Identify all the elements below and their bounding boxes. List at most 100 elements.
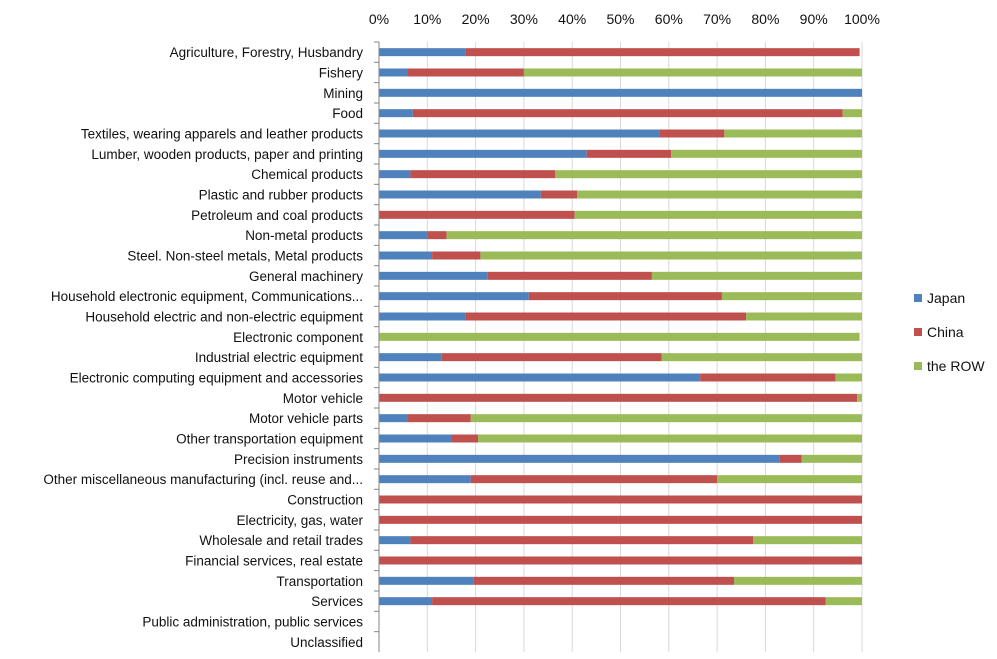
bar-segment-japan [379,170,411,179]
category-label: Textiles, wearing apparels and leather p… [81,127,363,142]
bar-segment-the-row [651,271,862,280]
bar-segment-japan [379,271,488,280]
category-label: Public administration, public services [142,615,363,630]
legend-label: China [927,324,964,340]
x-tick-label: 0% [369,11,389,27]
bar-segment-japan [379,434,452,443]
bar-segment-the-row [577,190,862,199]
category-label: Petroleum and coal products [191,208,363,223]
bar-segment-china [432,597,826,606]
bar-segment-the-row [446,231,862,240]
x-tick-label: 60% [655,11,683,27]
bar-segment-the-row [671,149,862,158]
bar-segment-the-row [835,373,862,382]
legend: Japan China the ROW [914,290,985,374]
bar-segment-the-row [734,576,862,585]
category-label: Lumber, wooden products, paper and print… [91,147,363,162]
bar-segment-china [487,271,652,280]
bar-segment-japan [379,597,433,606]
category-label: Services [311,594,363,609]
bar-segment-japan [379,251,433,260]
category-label: Electronic computing equipment and acces… [70,371,364,386]
bar-segment-japan [379,109,413,118]
bar-segment-china [779,454,802,463]
gridlines [426,42,863,652]
x-tick-label: 70% [703,11,731,27]
bar-segment-the-row [746,312,862,321]
category-label: Agriculture, Forestry, Husbandry [170,45,364,60]
category-label: Other miscellaneous manufacturing (incl.… [43,472,363,487]
bar-segment-china [700,373,836,382]
category-label: Fishery [319,66,364,81]
bar-segment-china [586,149,672,158]
bar-segments [379,48,862,606]
x-tick-label: 30% [510,11,538,27]
category-label: Unclassified [290,635,363,650]
bar-segment-the-row [478,434,862,443]
category-label: Precision instruments [234,452,363,467]
category-labels: Agriculture, Forestry, Husbandry Fishery M… [43,45,363,650]
category-label: Motor vehicle parts [249,411,363,426]
bar-segment-china [470,475,718,484]
bar-segment-the-row [721,292,862,301]
bar-segment-the-row [857,393,862,402]
category-label: Electronic component [233,330,363,345]
bar-segment-china [407,68,524,77]
bar-segment-the-row [574,210,862,219]
category-label: Motor vehicle [283,391,363,406]
bar-segment-the-row [801,454,862,463]
x-tick-label: 80% [751,11,779,27]
bar-segment-china [473,576,735,585]
bar-segment-china [410,170,556,179]
category-label: Non-metal products [245,228,363,243]
category-label: Transportation [276,574,363,589]
bar-segment-japan [379,88,862,97]
bar-segment-japan [379,48,466,57]
x-tick-label: 10% [413,11,441,27]
bar-segment-japan [379,454,780,463]
legend-label: the ROW [927,358,985,374]
bar-segment-china [407,414,471,423]
bar-segment-the-row [753,536,862,545]
bar-segment-the-row [661,353,862,362]
legend-label: Japan [927,290,965,306]
x-tick-label: 90% [800,11,828,27]
bar-segment-china [379,495,862,504]
bar-segment-china [427,231,447,240]
bar-segment-china [379,515,862,524]
bar-segment-the-row [717,475,862,484]
bar-segment-japan [379,231,428,240]
bar-segment-the-row [724,129,862,138]
category-label: General machinery [249,269,363,284]
bar-segment-japan [379,292,529,301]
bar-segment-japan [379,475,471,484]
x-axis-tick-labels: 0% 10% 20% 30% 40% 50% 60% 70% 80% 90% 100% [369,11,880,27]
bar-segment-japan [379,149,587,158]
category-label: Food [332,106,363,121]
bar-segment-the-row [555,170,862,179]
bar-segment-china [412,109,843,118]
bar-segment-japan [379,536,411,545]
bar-segment-the-row [825,597,862,606]
bar-segment-the-row [480,251,862,260]
bar-segment-japan [379,190,541,199]
legend-swatch [914,362,922,370]
bar-segment-the-row [379,332,860,341]
category-label: Chemical products [251,167,363,182]
bar-segment-china [410,536,754,545]
category-label: Household electric and non-electric equi… [85,310,363,325]
bar-segment-japan [379,576,474,585]
category-label: Mining [323,86,363,101]
bar-segment-japan [379,373,701,382]
bar-segment-china [659,129,725,138]
bar-segment-japan [379,312,466,321]
bar-segment-china [465,312,747,321]
category-label: Financial services, real estate [185,554,363,569]
category-label: Other transportation equipment [176,432,363,447]
legend-swatch [914,328,922,336]
x-tick-label: 20% [462,11,490,27]
x-tick-label: 50% [606,11,634,27]
bar-segment-china [441,353,662,362]
bar-segment-japan [379,129,660,138]
